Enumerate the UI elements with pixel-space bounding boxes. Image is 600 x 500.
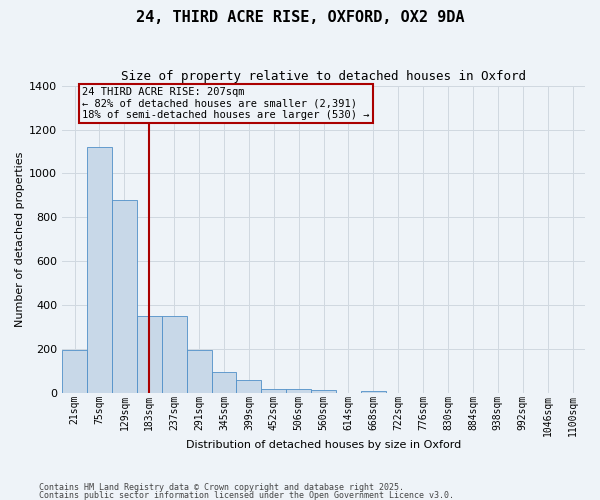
Bar — [112, 200, 137, 394]
Title: Size of property relative to detached houses in Oxford: Size of property relative to detached ho… — [121, 70, 526, 83]
Bar — [162, 316, 187, 394]
Bar — [262, 389, 286, 394]
Bar — [236, 380, 262, 394]
Bar — [286, 389, 311, 394]
Bar — [361, 391, 386, 394]
Text: Contains HM Land Registry data © Crown copyright and database right 2025.: Contains HM Land Registry data © Crown c… — [39, 484, 404, 492]
Bar — [87, 147, 112, 394]
Text: Contains public sector information licensed under the Open Government Licence v3: Contains public sector information licen… — [39, 490, 454, 500]
X-axis label: Distribution of detached houses by size in Oxford: Distribution of detached houses by size … — [186, 440, 461, 450]
Text: 24, THIRD ACRE RISE, OXFORD, OX2 9DA: 24, THIRD ACRE RISE, OXFORD, OX2 9DA — [136, 10, 464, 25]
Bar — [311, 390, 336, 394]
Text: 24 THIRD ACRE RISE: 207sqm
← 82% of detached houses are smaller (2,391)
18% of s: 24 THIRD ACRE RISE: 207sqm ← 82% of deta… — [82, 87, 370, 120]
Y-axis label: Number of detached properties: Number of detached properties — [15, 152, 25, 327]
Bar — [187, 350, 212, 394]
Bar — [212, 372, 236, 394]
Bar — [137, 316, 162, 394]
Bar — [62, 350, 87, 394]
